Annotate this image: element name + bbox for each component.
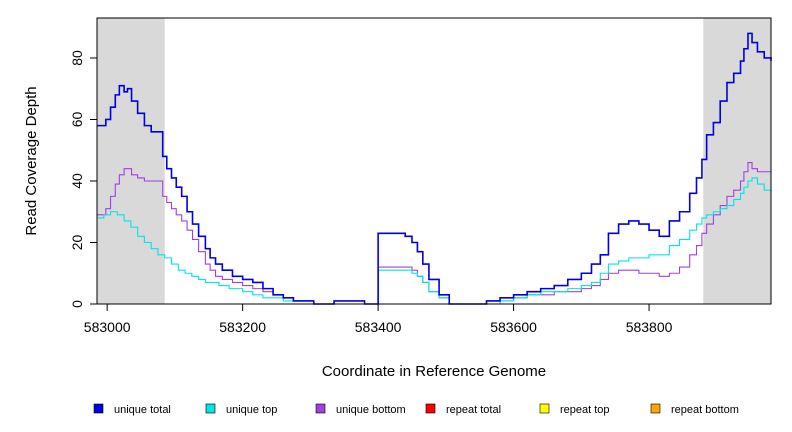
- y-axis-title: Read Coverage Depth: [23, 86, 40, 235]
- x-tick-label-583600: 583600: [490, 319, 537, 335]
- legend-swatch-unique-top: [205, 403, 216, 414]
- legend-swatch-unique-bottom: [315, 403, 326, 414]
- y-tick-label-0: 0: [69, 300, 85, 308]
- x-tick-label-583800: 583800: [626, 319, 673, 335]
- legend: unique total unique top unique bottom repea…: [93, 403, 739, 416]
- legend-label-repeat-total: repeat total: [446, 404, 501, 416]
- shaded-region-2: [703, 18, 771, 304]
- x-axis: 583000 583200 583400 583600 583800: [84, 304, 673, 335]
- y-tick-label-40: 40: [69, 173, 85, 189]
- y-tick-label-60: 60: [69, 111, 85, 127]
- series-line-unique-total: [97, 32, 772, 305]
- series-lines: [97, 32, 772, 305]
- x-tick-label-583000: 583000: [84, 319, 131, 335]
- legend-label-unique-total: unique total: [114, 404, 171, 416]
- y-tick-label-80: 80: [69, 50, 85, 66]
- legend-swatch-repeat-bottom: [650, 403, 661, 414]
- series-line-unique-top: [97, 177, 772, 305]
- legend-swatch-unique-total: [93, 403, 104, 414]
- legend-swatch-repeat-top: [539, 403, 550, 414]
- shaded-region-1: [97, 18, 165, 304]
- plot-border: [96, 17, 772, 305]
- series-line-unique-bottom: [97, 161, 771, 305]
- x-tick-label-583200: 583200: [219, 319, 266, 335]
- legend-label-unique-top: unique top: [226, 404, 277, 416]
- legend-label-repeat-bottom: repeat bottom: [671, 404, 739, 416]
- legend-label-unique-bottom: unique bottom: [336, 404, 406, 416]
- y-tick-label-20: 20: [69, 234, 85, 250]
- shaded-regions: [97, 18, 771, 304]
- x-tick-label-583400: 583400: [355, 319, 402, 335]
- legend-swatch-repeat-total: [425, 403, 436, 414]
- x-axis-title: Coordinate in Reference Genome: [322, 363, 546, 380]
- legend-label-repeat-top: repeat top: [560, 404, 610, 416]
- y-axis: 0 20 40 60 80: [69, 50, 97, 308]
